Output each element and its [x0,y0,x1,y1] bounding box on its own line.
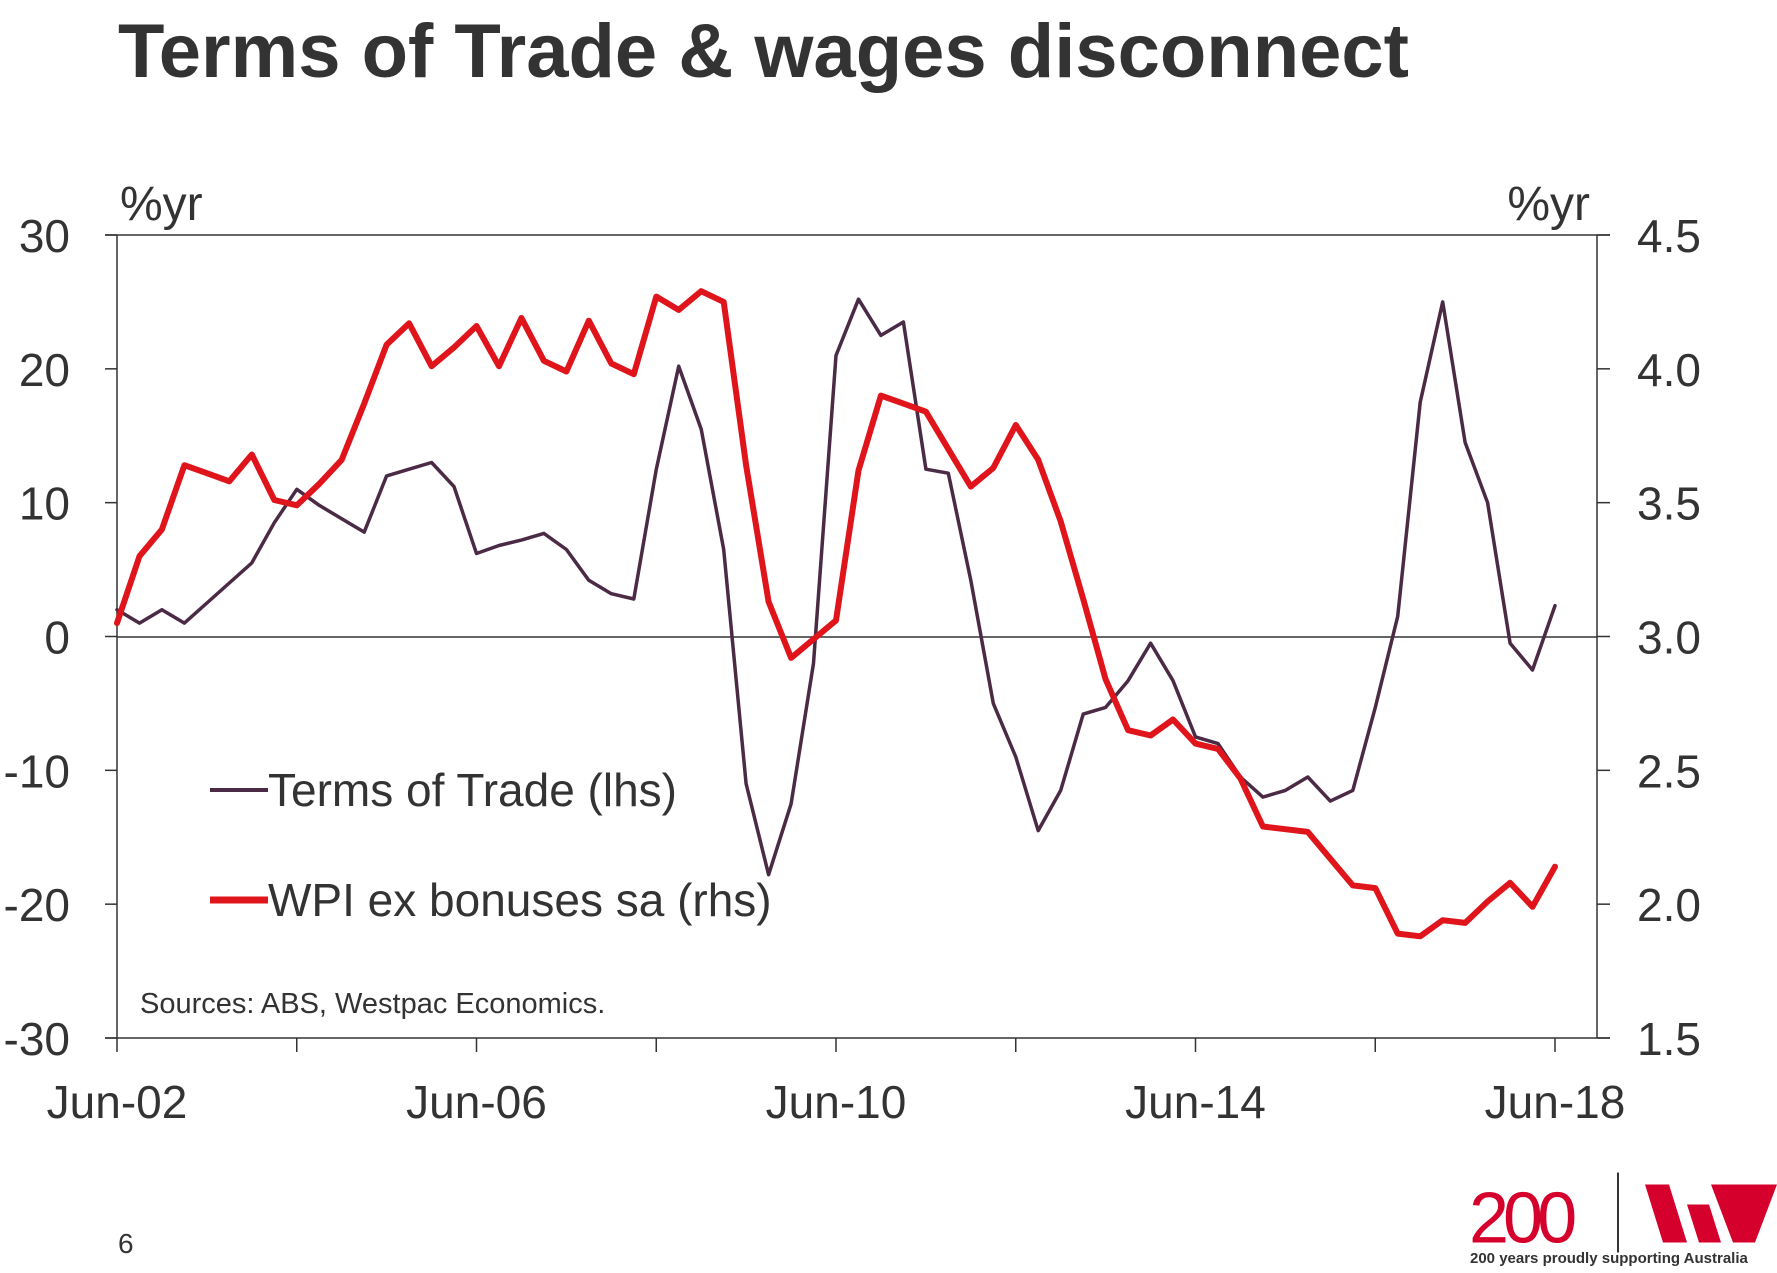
left-axis-tick-label: -30 [4,1013,70,1065]
right-axis-tick-label: 2.5 [1637,745,1701,797]
page-title: Terms of Trade & wages disconnect [118,9,1409,94]
series-line-wpi [114,288,1558,940]
left-axis-tick-label: 0 [44,612,70,664]
right-axis-tick-label: 3.0 [1637,612,1701,664]
left-axis-unit-label: %yr [120,178,203,231]
legend-label-terms-of-trade: Terms of Trade (lhs) [268,764,677,816]
left-axis-tick-label: -10 [4,745,70,797]
right-axis-tick-label: 4.5 [1637,210,1701,262]
right-axis-tick-label: 4.0 [1637,344,1701,396]
series-layer [114,288,1558,940]
right-axis-tick-label: 2.0 [1637,879,1701,931]
logo-200-text: 200 [1469,1179,1575,1259]
right-axis-ticks: 1.5 2.0 2.5 3.0 3.5 4.0 4.5 [1597,210,1701,1065]
source-note: Sources: ABS, Westpac Economics. [140,988,605,1020]
left-axis-tick-label: 10 [19,478,70,530]
x-axis-ticks: Jun-02 Jun-06 Jun-10 Jun-14 Jun-18 [47,1038,1626,1128]
x-axis-tick-label: Jun-18 [1485,1076,1626,1128]
left-axis-tick-label: -20 [4,879,70,931]
brand-tagline: 200 years proudly supporting Australia [1470,1250,1748,1267]
x-axis-tick-label: Jun-14 [1125,1076,1266,1128]
left-axis-tick-label: 20 [19,344,70,396]
westpac-200-logo: 200 [1469,1172,1777,1259]
page-number: 6 [118,1228,134,1259]
right-axis-unit-label: %yr [1507,178,1590,231]
legend: Terms of Trade (lhs) WPI ex bonuses sa (… [210,764,772,926]
x-axis-tick-label: Jun-02 [47,1076,188,1128]
right-axis-tick-label: 1.5 [1637,1013,1701,1065]
right-axis-tick-label: 3.5 [1637,478,1701,530]
legend-label-wpi: WPI ex bonuses sa (rhs) [268,874,772,926]
westpac-w-icon [1645,1184,1777,1243]
series-line-terms-of-trade [115,297,1557,877]
left-axis-tick-label: 30 [19,210,70,262]
x-axis-tick-label: Jun-10 [766,1076,907,1128]
left-axis-ticks: -30 -20 -10 0 10 20 30 [4,210,117,1065]
x-axis-tick-label: Jun-06 [406,1076,547,1128]
